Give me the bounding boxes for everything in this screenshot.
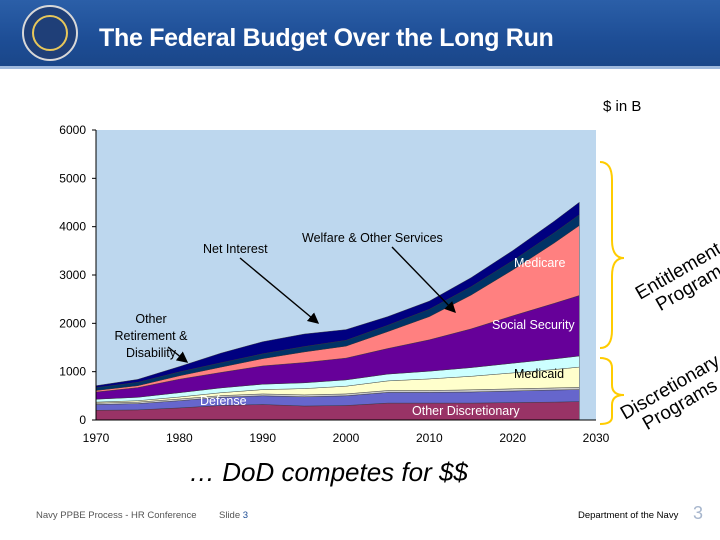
page-title: The Federal Budget Over the Long Run: [99, 24, 554, 52]
y-tick-label: 2000: [59, 316, 86, 330]
footer-right: Department of the Navy: [578, 510, 679, 521]
title-bar: The Federal Budget Over the Long Run: [0, 0, 720, 68]
discretionary-brace: [599, 357, 625, 425]
footer-slide: Slide 3: [219, 510, 248, 521]
subtitle: … DoD competes for $$: [189, 457, 468, 487]
arrow-net-interest: [239, 257, 320, 324]
arrow-welfare: [391, 246, 456, 314]
y-tick-label: 1000: [59, 365, 86, 379]
header-divider: [0, 66, 720, 69]
x-tick-label: 2030: [583, 431, 610, 445]
navy-seal-icon: [22, 5, 78, 61]
x-tick-label: 2000: [333, 431, 360, 445]
footer-page-number: 3: [693, 503, 704, 523]
footer-slide-number: 3: [242, 510, 249, 521]
y-tick-label: 6000: [59, 123, 86, 137]
x-tick-label: 1990: [249, 431, 276, 445]
entitlement-brace: [599, 161, 625, 349]
arrow-other-retirement: [167, 346, 189, 363]
y-tick-label: 5000: [59, 171, 86, 185]
label-welfare-other-services: Welfare & Other Services: [302, 231, 443, 245]
y-tick-label: 0: [79, 413, 86, 427]
y-tick-label: 3000: [59, 268, 86, 282]
x-tick-label: 1970: [83, 431, 110, 445]
x-tick-label: 1980: [166, 431, 193, 445]
label-social-security: Social Security: [492, 318, 575, 332]
label-other-retirement-line2: Retirement &: [115, 329, 189, 343]
label-medicare: Medicare: [514, 256, 565, 270]
label-other-discretionary: Other Discretionary: [412, 404, 520, 418]
label-other-retirement-line1: Other: [135, 312, 166, 326]
area-net-interest: [95, 201, 580, 388]
y-tick-label: 4000: [59, 220, 86, 234]
label-defense: Defense: [200, 394, 247, 408]
footer-slide-prefix: Slide: [219, 510, 241, 521]
label-medicaid: Medicaid: [514, 367, 564, 381]
x-tick-label: 2010: [416, 431, 443, 445]
label-other-retirement-line3: Disability: [126, 346, 177, 360]
unit-label: $ in B: [603, 98, 642, 115]
footer-left: Navy PPBE Process - HR Conference: [36, 510, 197, 521]
x-tick-label: 2020: [499, 431, 526, 445]
label-net-interest: Net Interest: [203, 242, 268, 256]
